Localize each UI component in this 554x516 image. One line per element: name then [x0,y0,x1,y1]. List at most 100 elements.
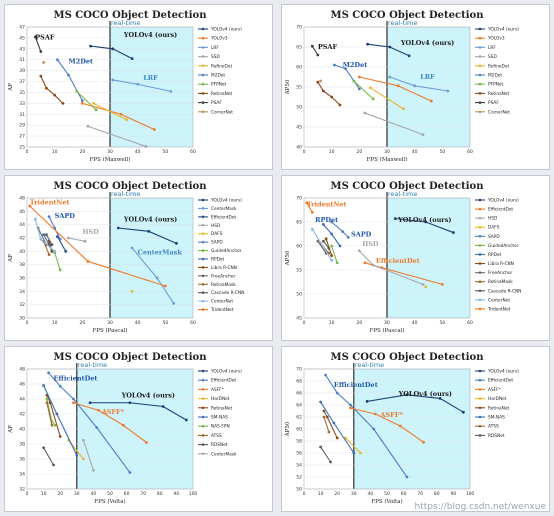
data-point [119,112,123,116]
data-point [111,47,115,51]
series-annotation: YOLOv4 (ours) [123,215,177,223]
data-point [53,249,57,253]
data-point [349,403,352,407]
legend-label: YOLOv3 [210,36,228,42]
x-axis-label: FPS (Pascal) [93,327,128,334]
data-point [388,45,392,49]
legend-marker [478,298,482,302]
series-annotation: LRF [143,74,158,82]
chart-panel: MS COCO Object Detection real-time 40 45 50 5… [281,4,550,170]
data-point [335,436,339,440]
legend-label: GuidedAnchor [211,248,242,254]
data-point [136,82,140,86]
data-point [75,453,79,457]
data-point [130,246,134,250]
x-tick-label: 40 [412,320,418,326]
legend-label: DAFS [488,225,500,231]
series [42,446,55,467]
series-line [331,245,338,263]
series [319,445,332,464]
data-point [305,201,309,205]
x-tick-label: 10 [329,320,335,326]
series [388,75,450,93]
legend-marker [478,378,482,382]
series-line [43,241,50,255]
y-tick-label: 50 [296,105,302,111]
legend-marker [478,55,482,58]
x-tick-label: 0 [26,491,29,497]
data-point [325,415,329,419]
x-tick-label: 50 [439,320,445,326]
data-point [145,441,148,444]
x-tick-label: 20 [356,149,362,155]
series [53,251,62,272]
y-tick-label: 60 [296,427,302,433]
data-point [42,233,45,237]
legend-marker [201,282,205,286]
series [86,124,148,148]
data-point [83,239,87,243]
series [319,79,322,83]
data-point [53,93,57,97]
data-point [396,84,400,88]
chart-title: MS COCO Object Detection [331,181,485,192]
data-point [357,249,361,253]
y-tick-label: 65 [296,45,302,51]
data-point [310,44,314,48]
series [366,42,411,58]
series [33,35,43,53]
series-annotation: PSAF [318,43,338,51]
data-point [357,87,361,91]
data-point [61,101,65,105]
data-point [130,289,134,293]
series [357,75,433,103]
legend-label: YOLOv3 [487,36,505,42]
series-annotation: YOLOv4 (ours) [121,392,175,400]
series-line [366,394,464,413]
y-tick-label: 48 [19,196,25,202]
data-point [80,99,84,103]
x-tick-label: 0 [26,149,29,155]
data-point [175,241,178,245]
chart-panel: MS COCO Object Detection real-time 32 34 36 3… [4,346,273,512]
series [89,44,134,61]
y-tick-label: 29 [19,123,25,129]
x-tick-label: 50 [162,320,168,326]
y-tick-label: 40 [296,145,302,151]
data-point [58,384,62,388]
data-point [319,445,322,449]
data-point [58,237,62,241]
data-point [152,128,156,131]
legend-label: RPDet [488,252,502,258]
series [369,86,405,111]
data-point [121,423,125,427]
chart-panel: MS COCO Object Detection real-time 25 27 29 3… [4,4,273,170]
y-axis-label: AP [8,425,14,434]
data-point [461,410,465,414]
y-tick-label: 66 [296,391,302,397]
legend-marker [478,73,482,77]
x-tick-label: 50 [439,149,445,155]
realtime-label: real-time [388,19,417,27]
x-tick-label: 20 [334,491,340,497]
legend-label: FreeAnchor [488,270,512,276]
y-tick-label: 32 [19,302,25,308]
data-point [405,393,409,397]
data-point [184,418,188,422]
realtime-label: real-time [78,361,107,369]
series-line [34,219,56,252]
legend-label: SM-NAS [211,415,228,421]
legend-marker [201,397,205,400]
legend-label: SM-NAS [488,415,505,421]
x-tick-label: 40 [91,491,97,497]
data-point [82,457,85,461]
legend-label: M2Det [488,73,502,79]
y-tick-label: 42 [19,412,25,418]
series-line [364,112,424,136]
legend-label: ATSS [211,433,222,439]
x-tick-label: 30 [384,320,390,326]
data-point [310,227,314,231]
y-tick-label: 32 [19,487,25,493]
data-point [50,423,54,427]
legend-marker [478,198,482,202]
